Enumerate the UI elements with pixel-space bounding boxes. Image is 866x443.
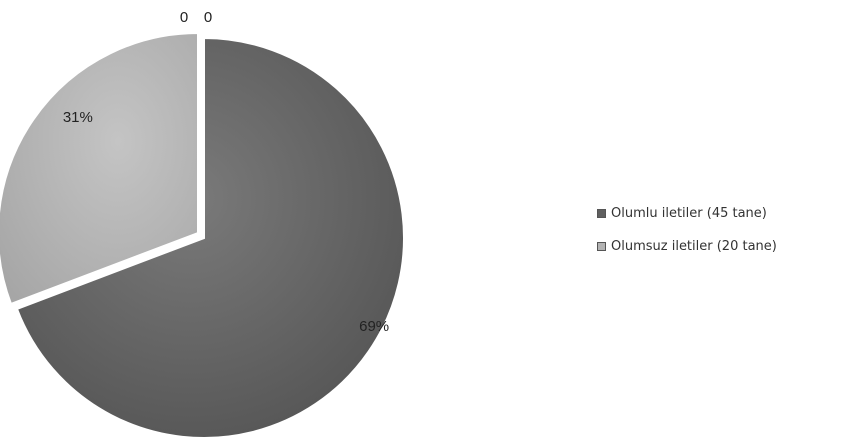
pie-slice-negative xyxy=(0,31,199,306)
legend-label-negative: Olumsuz iletiler (20 tane) xyxy=(611,238,777,254)
legend: Olumlu iletiler (45 tane) Olumsuz iletil… xyxy=(597,203,777,269)
legend-swatch-negative xyxy=(597,241,606,251)
legend-item-positive: Olumlu iletiler (45 tane) xyxy=(597,203,777,223)
data-label-negative: 31% xyxy=(63,109,93,126)
data-label-positive: 69% xyxy=(359,318,389,335)
legend-label-positive: Olumlu iletiler (45 tane) xyxy=(611,205,767,221)
pie-slice-positive xyxy=(15,36,405,439)
legend-item-negative: Olumsuz iletiler (20 tane) xyxy=(597,236,777,256)
zero-label-1: 0 xyxy=(180,9,188,26)
legend-swatch-positive xyxy=(597,208,606,218)
zero-label-2: 0 xyxy=(204,9,212,26)
